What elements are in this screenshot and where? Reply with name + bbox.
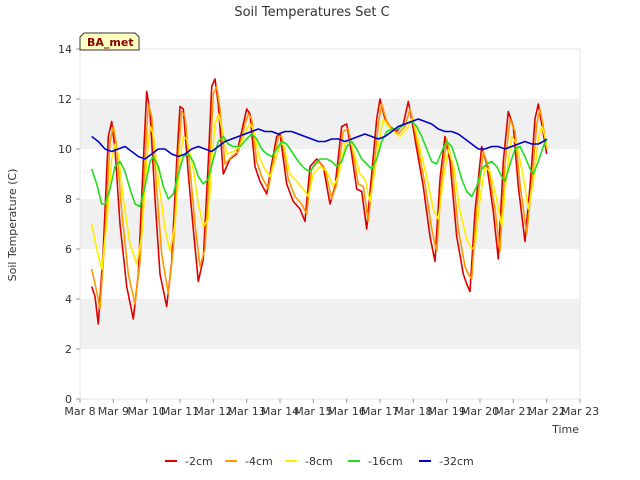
x-tick-label: Mar 16 <box>328 405 366 418</box>
y-axis-label: Soil Temperature (C) <box>6 169 19 282</box>
x-tick-label: Mar 19 <box>428 405 466 418</box>
series-line-minus-2cm <box>90 78 548 325</box>
y-tick-label: 4 <box>65 293 72 306</box>
plot-frame <box>79 48 581 400</box>
x-tick-label: Mar 18 <box>394 405 432 418</box>
legend-label: -2cm <box>185 455 213 468</box>
y-tick-label: 2 <box>65 343 72 356</box>
x-axis-label: Time <box>551 423 579 436</box>
y-tick-label: 0 <box>65 393 72 406</box>
x-tick-label: Mar 15 <box>294 405 332 418</box>
y-tick-label: 10 <box>58 143 72 156</box>
grid-band <box>80 299 580 349</box>
legend-label: -8cm <box>305 455 333 468</box>
grid-band <box>80 99 580 149</box>
x-tick-label: Mar 21 <box>494 405 532 418</box>
grid-band <box>80 49 580 99</box>
station-badge: BA_met <box>79 32 140 51</box>
y-tick-label: 6 <box>65 243 72 256</box>
chart-title: Soil Temperatures Set C <box>234 5 389 20</box>
legend: -2cm -4cm -8cm -16cm -32cm <box>165 455 474 468</box>
x-tick-label: Mar 23 <box>561 405 599 418</box>
x-tick-label: Mar 9 <box>98 405 129 418</box>
x-tick-label: Mar 11 <box>161 405 199 418</box>
x-tick-label: Mar 10 <box>128 405 166 418</box>
y-tick-label: 12 <box>58 93 72 106</box>
x-tick-label: Mar 12 <box>194 405 232 418</box>
series-lines <box>90 78 548 325</box>
x-tick-label: Mar 14 <box>261 405 299 418</box>
y-tick-label: 14 <box>58 43 72 56</box>
x-tick-label: Mar 13 <box>228 405 266 418</box>
grid-band <box>80 249 580 299</box>
x-tick-label: Mar 8 <box>64 405 95 418</box>
plot-background <box>80 49 580 399</box>
station-badge-shape <box>79 32 140 51</box>
legend-label: -16cm <box>368 455 403 468</box>
station-badge-label: BA_met <box>87 36 134 49</box>
x-tick-label: Mar 17 <box>361 405 399 418</box>
series-line-minus-16cm <box>90 120 548 208</box>
y-tick-label: 8 <box>65 193 72 206</box>
x-tick-label: Mar 22 <box>528 405 566 418</box>
x-tick-label: Mar 20 <box>461 405 499 418</box>
legend-label: -4cm <box>245 455 273 468</box>
grid-band <box>80 349 580 399</box>
legend-label: -32cm <box>439 455 474 468</box>
y-axis: 0 2 4 6 8 10 12 14 <box>58 43 80 406</box>
series-line-minus-8cm <box>90 113 548 270</box>
series-line-minus-32cm <box>91 118 548 160</box>
